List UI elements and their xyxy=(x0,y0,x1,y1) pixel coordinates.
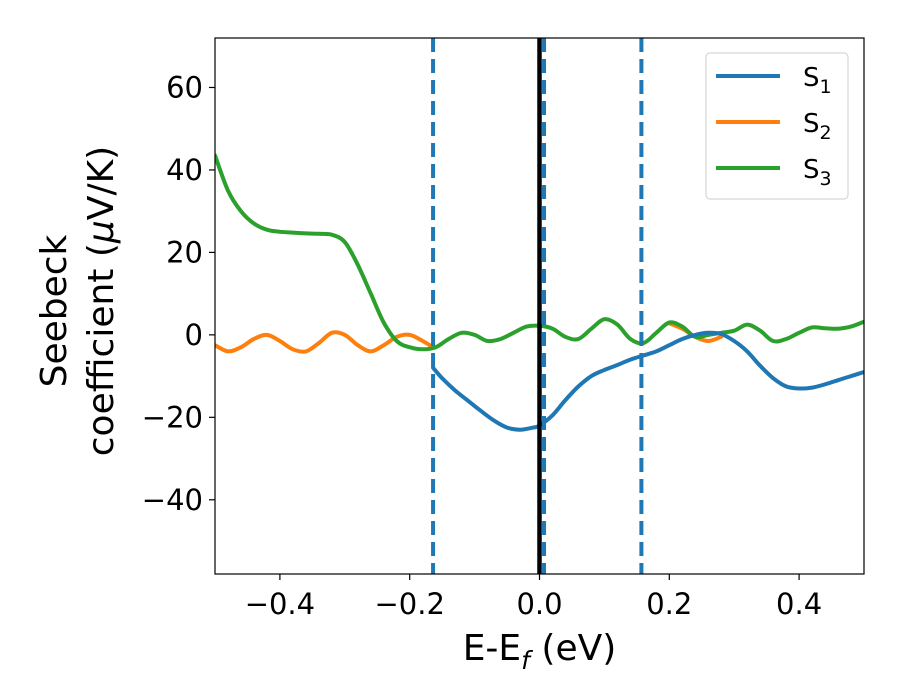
legend-label-s1: S1 xyxy=(803,63,832,98)
x-tick-label: −0.4 xyxy=(245,587,315,621)
x-tick-label: 0.4 xyxy=(776,587,822,621)
x-axis-label: E-Ef (eV) xyxy=(463,628,617,675)
x-tick-label: 0.2 xyxy=(646,587,692,621)
y-axis-label-line2: coefficient (μV/K) xyxy=(81,146,122,456)
y-tick-label: 20 xyxy=(166,235,203,269)
series-line-s2 xyxy=(215,321,724,354)
vertical-lines-layer xyxy=(431,38,644,574)
y-tick-label: 60 xyxy=(166,70,203,104)
y-tick-label: −40 xyxy=(142,483,203,517)
y-tick-label: 0 xyxy=(185,318,203,352)
y-tick-label: 40 xyxy=(166,153,203,187)
legend-label-s2: S2 xyxy=(803,109,832,144)
legend: S1 S2 S3 xyxy=(705,52,849,200)
y-tick-label: −20 xyxy=(142,400,203,434)
plot-area xyxy=(215,38,864,574)
x-tick-label: −0.2 xyxy=(374,587,444,621)
y-axis-label: Seebeck coefficient (μV/K) xyxy=(34,146,122,456)
legend-box xyxy=(705,52,849,200)
y-axis-label-line1: Seebeck xyxy=(34,234,75,387)
series-line-s1 xyxy=(431,330,864,432)
legend-label-s3: S3 xyxy=(803,155,832,190)
ticks-layer: −0.4 −0.2 0.0 0.2 0.4 −40 −20 0 20 40 60 xyxy=(142,70,822,621)
x-tick-label: 0.0 xyxy=(516,587,562,621)
